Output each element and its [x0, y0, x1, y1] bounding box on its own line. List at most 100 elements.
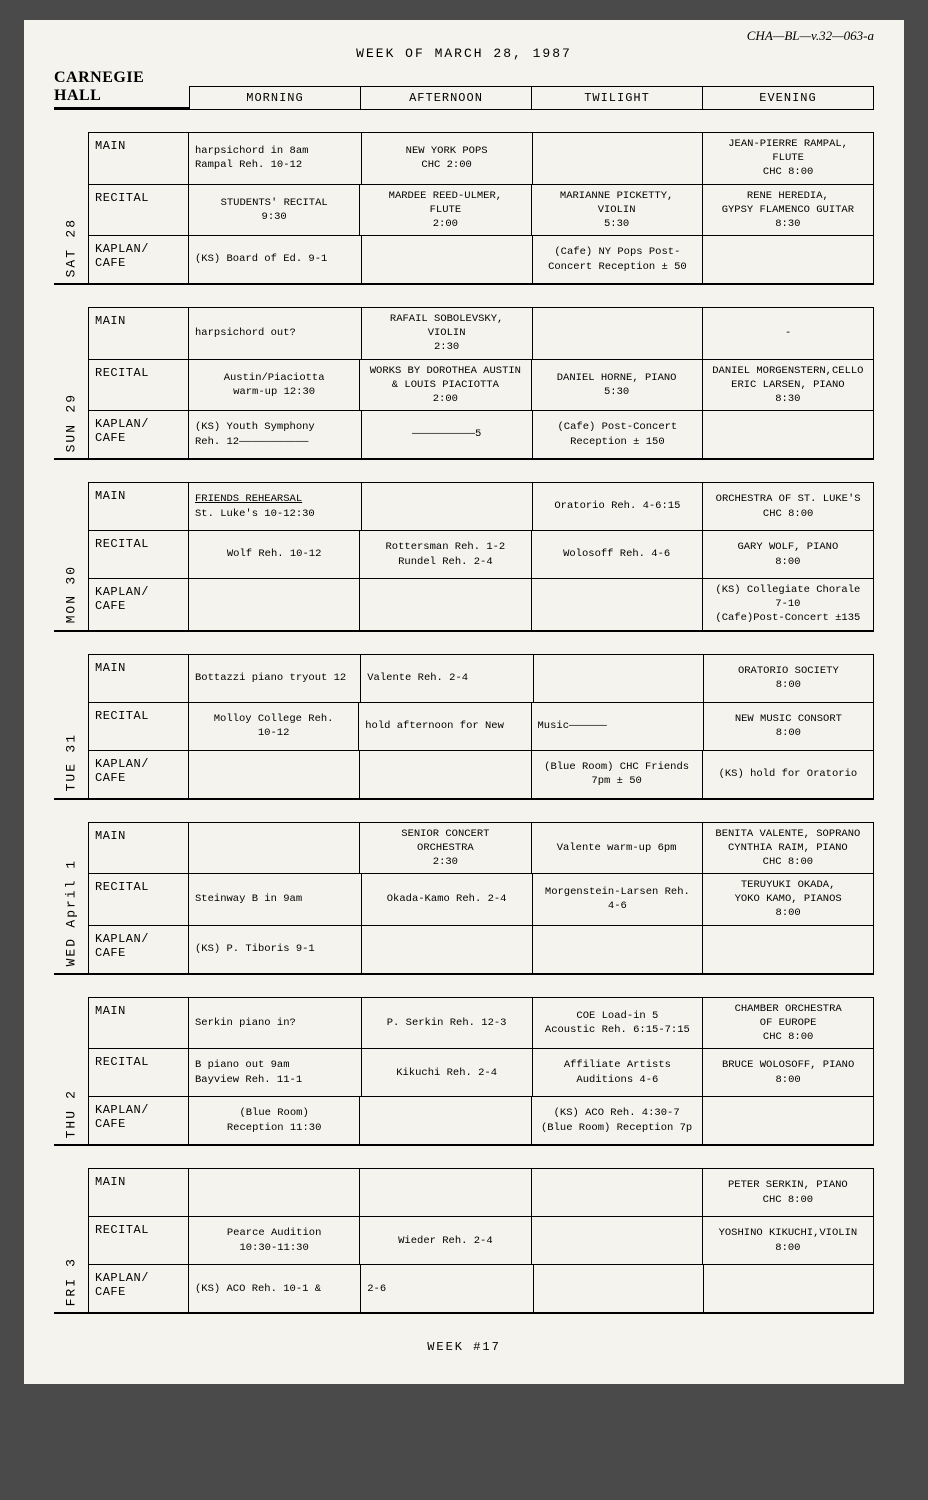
schedule-cell: PETER SERKIN, PIANO CHC 8:00: [703, 1169, 874, 1216]
schedule-cell: [533, 308, 704, 359]
schedule-cell: WORKS BY DOROTHEA AUSTIN & LOUIS PIACIOT…: [360, 360, 531, 411]
hall-label: MAIN: [88, 1169, 189, 1216]
col-morning: MORNING: [189, 86, 361, 110]
schedule-cell: Rottersman Reh. 1-2 Rundel Reh. 2-4: [360, 531, 531, 578]
hall-label: KAPLAN/ CAFE: [88, 236, 189, 283]
schedule-cell: [189, 751, 360, 798]
schedule-cell: DANIEL MORGENSTERN,CELLO ERIC LARSEN, PI…: [703, 360, 874, 411]
day-sidebar: April 1WED: [54, 822, 88, 973]
schedule-cell: Steinway B in 9am: [189, 874, 362, 925]
table-row: MAINBottazzi piano tryout 12Valente Reh.…: [88, 654, 874, 702]
day-grid: MAINharpsichord in 8am Rampal Reh. 10-12…: [88, 132, 874, 283]
schedule-cell: Morgenstein-Larsen Reh. 4-6: [533, 874, 704, 925]
table-row: RECITALMolloy College Reh. 10-12hold aft…: [88, 702, 874, 750]
day-block: 28SATMAINharpsichord in 8am Rampal Reh. …: [54, 132, 874, 285]
schedule-cell: 2-6: [361, 1265, 533, 1312]
hall-label: KAPLAN/ CAFE: [88, 926, 189, 973]
schedule-cell: (KS) P. Tiboris 9-1: [189, 926, 362, 973]
schedule-cell: (KS) ACO Reh. 10-1 &: [189, 1265, 361, 1312]
schedule-cell: STUDENTS' RECITAL 9:30: [189, 185, 360, 236]
hall-label: RECITAL: [88, 531, 189, 578]
col-twilight: TWILIGHT: [532, 86, 703, 110]
time-period-headers: MORNING AFTERNOON TWILIGHT EVENING: [189, 86, 874, 110]
table-row: KAPLAN/ CAFE(KS) ACO Reh. 10-1 &2-6: [88, 1264, 874, 1312]
schedule-cell: [703, 411, 874, 458]
schedule-cell: GARY WOLF, PIANO 8:00: [703, 531, 874, 578]
handwritten-reference: CHA—BL—v.32—063-a: [747, 28, 874, 44]
hall-label: MAIN: [88, 823, 189, 874]
schedule-cell: (Cafe) NY Pops Post- Concert Reception ±…: [533, 236, 704, 283]
schedule-cell: NEW MUSIC CONSORT 8:00: [704, 703, 874, 750]
schedule-cell: ORATORIO SOCIETY 8:00: [704, 655, 874, 702]
schedule-cell: [189, 823, 360, 874]
hall-label: MAIN: [88, 655, 189, 702]
schedule-cell: Valente warm-up 6pm: [532, 823, 703, 874]
header-row: CARNEGIE HALL MORNING AFTERNOON TWILIGHT…: [54, 69, 874, 110]
schedule-cell: (KS) ACO Reh. 4:30-7 (Blue Room) Recepti…: [532, 1097, 703, 1144]
schedule-cell: Oratorio Reh. 4-6:15: [533, 483, 704, 530]
hall-label: RECITAL: [88, 874, 189, 925]
hall-label: RECITAL: [88, 1217, 189, 1264]
schedule-cell: Valente Reh. 2-4: [361, 655, 533, 702]
day-grid: MAINBottazzi piano tryout 12Valente Reh.…: [88, 654, 874, 798]
schedule-cell: Pearce Audition 10:30-11:30: [189, 1217, 360, 1264]
schedule-cell: [360, 1169, 531, 1216]
day-sidebar: 31TUE: [54, 654, 88, 798]
schedule-cell: Okada-Kamo Reh. 2-4: [362, 874, 533, 925]
schedule-cell: Wieder Reh. 2-4: [360, 1217, 531, 1264]
day-date: 29: [64, 393, 79, 413]
schedule-cell: RENE HEREDIA, GYPSY FLAMENCO GUITAR 8:30: [703, 185, 874, 236]
day-name: SAT: [64, 248, 79, 277]
day-sidebar: 28SAT: [54, 132, 88, 283]
schedule-cell: ——————————5: [362, 411, 533, 458]
schedule-cell: Affiliate Artists Auditions 4-6: [533, 1049, 704, 1096]
day-grid: MAINSerkin piano in?P. Serkin Reh. 12-3C…: [88, 997, 874, 1145]
schedule-cell: [532, 1217, 703, 1264]
hall-label: RECITAL: [88, 703, 189, 750]
day-sidebar: 29SUN: [54, 307, 88, 458]
schedule-cell: P. Serkin Reh. 12-3: [362, 998, 533, 1049]
schedule-cell: (Blue Room) CHC Friends 7pm ± 50: [532, 751, 703, 798]
schedule-cell: FRIENDS REHEARSALSt. Luke's 10-12:30: [189, 483, 362, 530]
schedule-cell: YOSHINO KIKUCHI,VIOLIN 8:00: [703, 1217, 874, 1264]
hall-label: KAPLAN/ CAFE: [88, 1265, 189, 1312]
schedule-page: CHA—BL—v.32—063-a WEEK OF MARCH 28, 1987…: [24, 20, 904, 1384]
schedule-cell: Molloy College Reh. 10-12: [189, 703, 359, 750]
table-row: MAINharpsichord in 8am Rampal Reh. 10-12…: [88, 132, 874, 184]
table-row: RECITALSTUDENTS' RECITAL 9:30MARDEE REED…: [88, 184, 874, 236]
day-block: 30MONMAINFRIENDS REHEARSALSt. Luke's 10-…: [54, 482, 874, 632]
schedule-cell: ORCHESTRA OF ST. LUKE'S CHC 8:00: [703, 483, 874, 530]
schedule-cell: (KS) Collegiate Chorale 7-10 (Cafe)Post-…: [703, 579, 874, 630]
hall-label: KAPLAN/ CAFE: [88, 751, 189, 798]
table-row: MAINharpsichord out?RAFAIL SOBOLEVSKY, V…: [88, 307, 874, 359]
hall-label: RECITAL: [88, 360, 189, 411]
venue-label: CARNEGIE HALL: [54, 69, 189, 110]
schedule-cell: [703, 236, 874, 283]
schedule-cell: [189, 1169, 360, 1216]
day-block: 31TUEMAINBottazzi piano tryout 12Valente…: [54, 654, 874, 800]
hall-label: RECITAL: [88, 1049, 189, 1096]
table-row: KAPLAN/ CAFE(KS) Collegiate Chorale 7-10…: [88, 578, 874, 630]
week-number-footer: WEEK #17: [54, 1340, 874, 1354]
day-date: 31: [64, 733, 79, 753]
schedule-cell: NEW YORK POPS CHC 2:00: [362, 133, 533, 184]
schedule-cell: hold afternoon for New: [359, 703, 531, 750]
schedule-cell: [533, 926, 704, 973]
table-row: MAIN PETER SERKIN, PIANO CHC 8:00: [88, 1168, 874, 1216]
day-grid: MAINharpsichord out?RAFAIL SOBOLEVSKY, V…: [88, 307, 874, 458]
day-grid: MAINSENIOR CONCERT ORCHESTRA 2:30Valente…: [88, 822, 874, 973]
table-row: RECITALPearce Audition 10:30-11:30Wieder…: [88, 1216, 874, 1264]
table-row: KAPLAN/ CAFE(KS) P. Tiboris 9-1: [88, 925, 874, 973]
schedule-cell: BRUCE WOLOSOFF, PIANO 8:00: [703, 1049, 874, 1096]
schedule-cell: [534, 1265, 704, 1312]
day-name: THU: [64, 1109, 79, 1138]
day-block: 2THUMAINSerkin piano in?P. Serkin Reh. 1…: [54, 997, 874, 1147]
schedule-cell: MARIANNE PICKETTY, VIOLIN 5:30: [532, 185, 703, 236]
day-sidebar: 30MON: [54, 482, 88, 630]
schedule-cell: MARDEE REED-ULMER, FLUTE 2:00: [360, 185, 531, 236]
hall-label: MAIN: [88, 133, 189, 184]
schedule-cell: [532, 579, 703, 630]
day-date: 3: [64, 1257, 79, 1267]
schedule-cell: -: [703, 308, 874, 359]
schedule-cell: [360, 751, 531, 798]
